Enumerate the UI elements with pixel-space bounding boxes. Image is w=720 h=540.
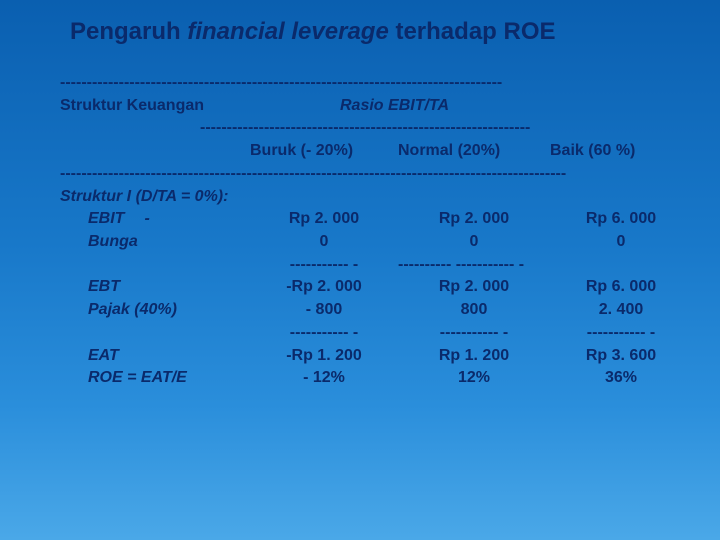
subsep-2: ---------- ----------- -	[398, 254, 550, 277]
header-right: Rasio EBIT/TA	[340, 95, 449, 118]
cell: Rp 2. 000	[398, 276, 550, 299]
cell: -Rp 2. 000	[250, 276, 398, 299]
cell: Rp 1. 200	[398, 345, 550, 368]
row-label: EBT	[60, 276, 250, 299]
cell: Rp 2. 000	[250, 208, 398, 231]
content-block: ----------------------------------------…	[60, 72, 692, 390]
separator-1: ----------------------------------------…	[60, 72, 692, 95]
slide-title: Pengaruh financial leverage terhadap ROE	[70, 18, 692, 46]
table-row: ROE = EAT/E - 12% 12% 36%	[60, 367, 692, 390]
table-row: Pajak (40%) - 800 800 2. 400	[60, 299, 692, 322]
structure-label: Struktur I (D/TA = 0%):	[60, 186, 692, 209]
col-pad	[60, 140, 250, 163]
cell: 0	[550, 231, 692, 254]
sub-separator: ----------- - ----------- - ----------- …	[60, 322, 692, 345]
subsep-3: ----------- -	[550, 322, 692, 345]
subsep-1: ----------- -	[250, 322, 398, 345]
separator-2: ----------------------------------------…	[200, 117, 692, 140]
title-part3: terhadap ROE	[389, 18, 556, 45]
table-row: EBT -Rp 2. 000 Rp 2. 000 Rp 6. 000	[60, 276, 692, 299]
cell: 12%	[398, 367, 550, 390]
table-row: EAT -Rp 1. 200 Rp 1. 200 Rp 3. 600	[60, 345, 692, 368]
cell: Rp 6. 000	[550, 276, 692, 299]
subsep-3	[550, 254, 692, 277]
table-row: EBIT- Rp 2. 000 Rp 2. 000 Rp 6. 000	[60, 208, 692, 231]
cell: - 12%	[250, 367, 398, 390]
row-label: ROE = EAT/E	[60, 367, 250, 390]
cell: Rp 3. 600	[550, 345, 692, 368]
separator-3: ----------------------------------------…	[60, 163, 692, 186]
row-label: Bunga	[60, 231, 250, 254]
cell: 0	[250, 231, 398, 254]
col-header-2: Normal (20%)	[398, 140, 550, 163]
cell: Rp 2. 000	[398, 208, 550, 231]
col-header-3: Baik (60 %)	[550, 140, 692, 163]
title-part2-italic: financial leverage	[187, 18, 388, 45]
cell: 0	[398, 231, 550, 254]
col-header-1: Buruk (- 20%)	[250, 140, 398, 163]
subsep-2: ----------- -	[398, 322, 550, 345]
cell: Rp 6. 000	[550, 208, 692, 231]
title-part1: Pengaruh	[70, 18, 187, 45]
cell: -Rp 1. 200	[250, 345, 398, 368]
row-label: Pajak (40%)	[60, 299, 250, 322]
subsep-1: ----------- -	[250, 254, 398, 277]
row-label: EAT	[60, 345, 250, 368]
header-left: Struktur Keuangan	[60, 95, 340, 118]
cell: 2. 400	[550, 299, 692, 322]
cell: 36%	[550, 367, 692, 390]
cell: 800	[398, 299, 550, 322]
column-headers: Buruk (- 20%) Normal (20%) Baik (60 %)	[60, 140, 692, 163]
sub-separator: ----------- - ---------- ----------- -	[60, 254, 692, 277]
row-label: EBIT-	[60, 208, 250, 231]
table-row: Bunga 0 0 0	[60, 231, 692, 254]
header-row: Struktur Keuangan Rasio EBIT/TA	[60, 95, 692, 118]
cell: - 800	[250, 299, 398, 322]
